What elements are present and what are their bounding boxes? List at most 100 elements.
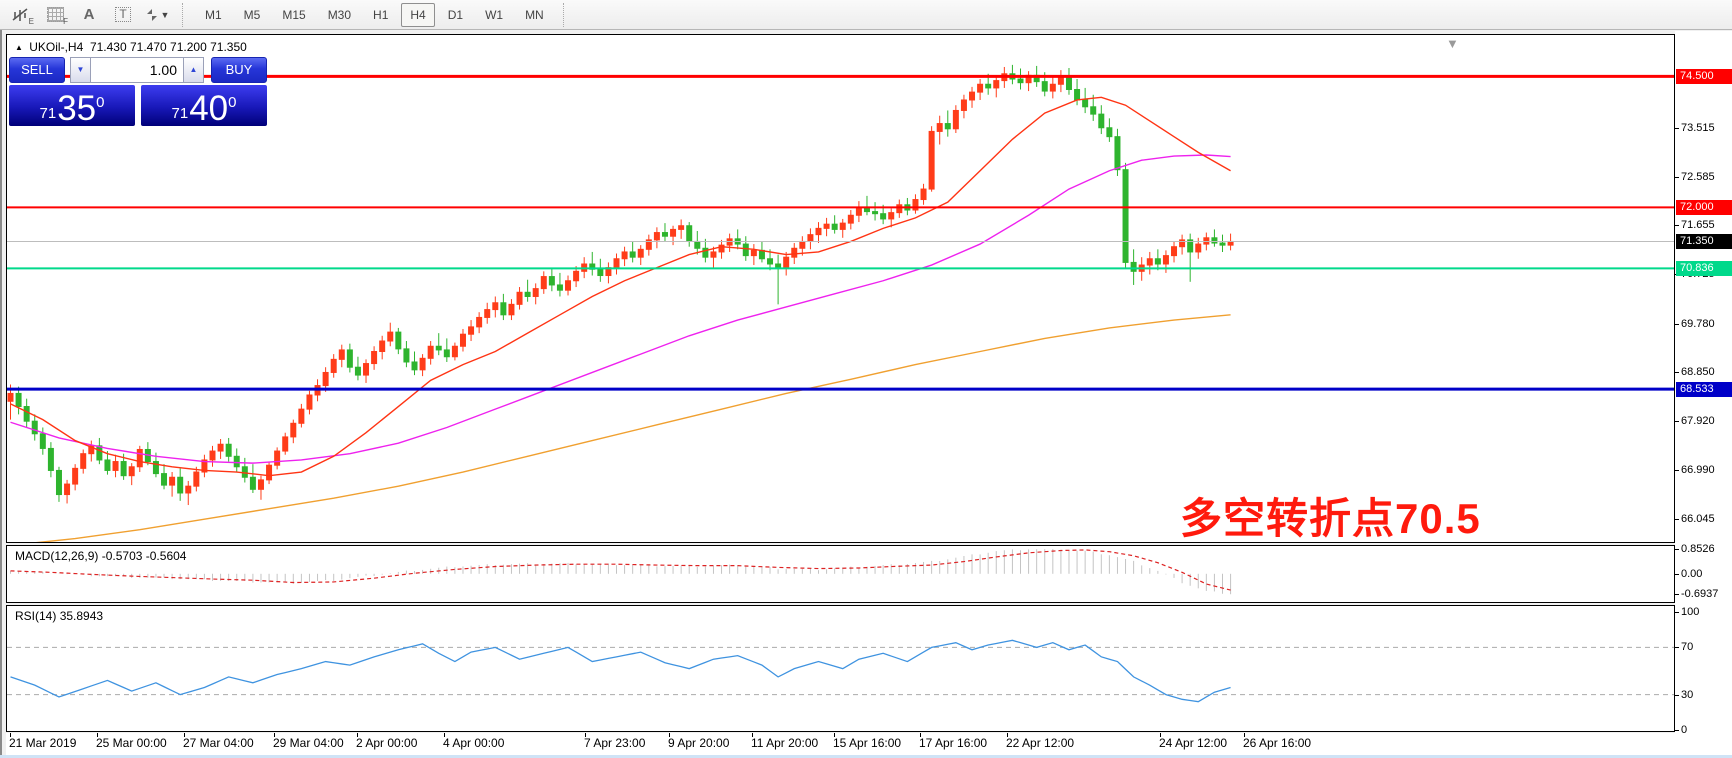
- timeframe-button-m5[interactable]: M5: [243, 7, 261, 22]
- sell-price-display[interactable]: 71 35 0: [9, 85, 135, 126]
- main-chart-canvas[interactable]: [7, 35, 1674, 542]
- symbol-collapse-icon[interactable]: ▲: [15, 43, 23, 52]
- rsi-tick-0: 0: [1681, 724, 1688, 736]
- price-tick-68.85-tickmark: [1675, 372, 1679, 373]
- toolbar-separator: [182, 2, 190, 27]
- rsi-tick-70: 70: [1681, 641, 1694, 653]
- timeframe-group: M1 M5 M15 M30 H1 H4 D1 W1 MN: [194, 2, 555, 27]
- price-tick-66.99: 66.990: [1681, 464, 1715, 476]
- buy-price-display[interactable]: 71 40 0: [141, 85, 267, 126]
- rsi-value: 35.8943: [59, 609, 104, 623]
- rsi-line: [10, 639, 1231, 703]
- date-label: 22 Apr 12:00: [1006, 736, 1075, 750]
- symbol-info: ▲ UKOil-,H4 71.430 71.470 71.200 71.350: [15, 40, 247, 54]
- chart-edit-icon: [12, 7, 28, 21]
- bar-high: 71.470: [130, 40, 167, 54]
- date-label: 11 Apr 20:00: [751, 736, 819, 750]
- date-tickmark: [920, 733, 921, 737]
- macd-value-signal: -0.5604: [145, 549, 187, 563]
- date-axis[interactable]: 21 Mar 2019 25 Mar 00:00 27 Mar 04:00 29 Ma…: [6, 733, 1732, 755]
- window-left-border: [0, 30, 2, 756]
- timeframe-button-d1[interactable]: D1: [447, 7, 464, 22]
- rsi-panel: RSI(14) 35.8943: [6, 605, 1675, 732]
- sell-button[interactable]: SELL: [9, 57, 65, 83]
- timeframe-button-h1[interactable]: H1: [373, 7, 389, 22]
- rsi-tick-30-tickmark: [1675, 695, 1679, 696]
- text-box-icon: T: [115, 7, 131, 22]
- drawing-tools-group: E F A T ▼: [4, 2, 174, 28]
- toolbar: E F A T ▼ M1 M5 M15 M30 H1 H4 D1 W1 MN: [0, 0, 1732, 30]
- text-label-tool-button[interactable]: A: [72, 2, 106, 28]
- rsi-canvas[interactable]: [7, 606, 1674, 731]
- price-tick-66.045-tickmark: [1675, 519, 1679, 520]
- date-label: 29 Mar 04:00: [273, 736, 344, 750]
- sell-price-point: 0: [96, 94, 105, 111]
- timeframe-button-m30[interactable]: M30: [327, 7, 352, 22]
- timeframe-button-h4[interactable]: H4: [401, 2, 435, 27]
- date-tickmark: [752, 733, 753, 737]
- price-tick-68.85: 68.850: [1681, 366, 1715, 378]
- rsi-label: RSI(14) 35.8943: [15, 609, 104, 623]
- date-tickmark: [1244, 733, 1245, 737]
- volume-input[interactable]: [91, 57, 183, 83]
- buy-button[interactable]: BUY: [211, 57, 267, 83]
- grid-icon: [46, 7, 64, 22]
- price-badge-70.836: 70.836: [1676, 261, 1732, 276]
- chart-edit-tool-button[interactable]: E: [4, 2, 38, 28]
- text-label-icon: A: [83, 6, 95, 23]
- timeframe-button-m1[interactable]: M1: [205, 7, 222, 22]
- current-price-badge: 71.350: [1676, 234, 1732, 249]
- macd-signal-line: [10, 549, 1231, 591]
- chart-shift-marker-icon[interactable]: ▼: [1446, 36, 1459, 51]
- date-label: 2 Apr 00:00: [356, 736, 418, 750]
- price-tick-72.585: 72.585: [1681, 171, 1715, 183]
- date-tickmark: [184, 733, 185, 737]
- macd-tick-0.8526-tickmark: [1675, 549, 1679, 550]
- timeframe-button-mn[interactable]: MN: [525, 7, 544, 22]
- grid-tool-button[interactable]: F: [38, 2, 72, 28]
- rsi-tick-100: 100: [1681, 606, 1700, 618]
- date-tickmark: [274, 733, 275, 737]
- date-tickmark: [834, 733, 835, 737]
- date-tickmark: [669, 733, 670, 737]
- macd-value-main: -0.5703: [101, 549, 143, 563]
- macd-tick-0.8526: 0.8526: [1681, 543, 1715, 555]
- one-click-trade-panel: SELL ▼ ▲ BUY 71 35 0 71 40 0: [9, 57, 267, 126]
- macd-tick--0.6937: -0.6937: [1681, 588, 1719, 600]
- volume-decrease-button[interactable]: ▼: [70, 57, 91, 83]
- buy-price-whole: 71: [171, 105, 189, 122]
- bar-open: 71.430: [89, 40, 127, 54]
- price-tick-67.92: 67.920: [1681, 415, 1715, 427]
- date-label: 7 Apr 23:00: [584, 736, 646, 750]
- price-badge-68.533: 68.533: [1676, 382, 1732, 397]
- macd-canvas[interactable]: [7, 546, 1674, 602]
- bid-ask-arrows-icon: [146, 8, 157, 21]
- macd-tick-0-tickmark: [1675, 574, 1679, 575]
- arrows-tool-button[interactable]: ▼: [140, 2, 174, 28]
- date-tickmark: [357, 733, 358, 737]
- bar-close: 71.350: [210, 40, 247, 54]
- date-label: 9 Apr 20:00: [668, 736, 730, 750]
- date-label: 24 Apr 12:00: [1159, 736, 1228, 750]
- chart-annotation-text: 多空转折点70.5: [1180, 495, 1481, 542]
- price-tick-72.585-tickmark: [1675, 177, 1679, 178]
- date-tickmark: [10, 733, 11, 737]
- rsi-tick-100-tickmark: [1675, 612, 1679, 613]
- timeframe-button-w1[interactable]: W1: [485, 7, 504, 22]
- price-tick-71.655-tickmark: [1675, 225, 1679, 226]
- price-tick-67.92-tickmark: [1675, 421, 1679, 422]
- timeframe-button-m15[interactable]: M15: [282, 7, 306, 22]
- rsi-tick-70-tickmark: [1675, 647, 1679, 648]
- buy-price-point: 0: [228, 94, 237, 111]
- macd-tick-0: 0.00: [1681, 568, 1703, 580]
- price-tick-69.78: 69.780: [1681, 318, 1715, 330]
- price-tick-66.045: 66.045: [1681, 513, 1715, 525]
- rsi-tick-30: 30: [1681, 689, 1694, 701]
- volume-increase-button[interactable]: ▲: [183, 57, 204, 83]
- dropdown-caret-icon: ▼: [160, 9, 170, 20]
- toolbar-separator-2: [562, 2, 571, 27]
- text-box-tool-button[interactable]: T: [106, 2, 140, 28]
- macd-panel: MACD(12,26,9) -0.5703 -0.5604: [6, 545, 1675, 603]
- sell-price-whole: 71: [39, 105, 57, 122]
